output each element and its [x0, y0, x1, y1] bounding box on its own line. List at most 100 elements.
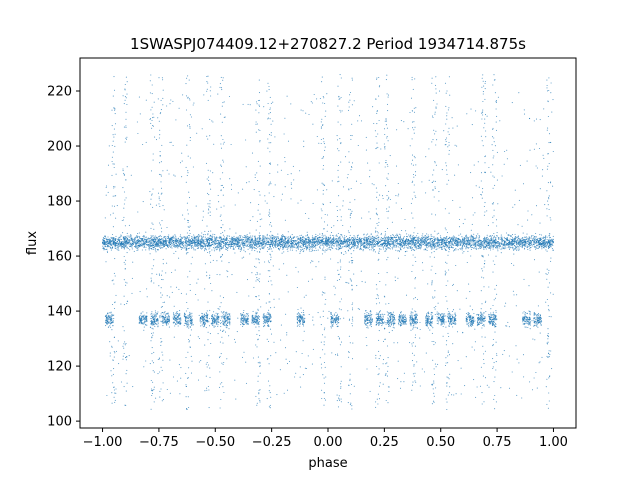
data-point — [508, 242, 510, 244]
data-point — [459, 244, 462, 246]
data-point — [168, 234, 170, 236]
data-point — [332, 242, 334, 245]
data-point — [456, 245, 459, 247]
data-point — [417, 242, 420, 244]
data-point — [335, 238, 337, 240]
data-point — [219, 237, 221, 239]
data-point — [222, 238, 224, 240]
data-point — [275, 239, 277, 241]
data-point — [142, 235, 144, 238]
data-point — [508, 245, 510, 247]
data-point — [478, 237, 480, 239]
data-point — [200, 238, 202, 241]
data-point — [254, 240, 256, 242]
data-point — [427, 246, 429, 248]
data-point — [382, 248, 384, 250]
data-point — [489, 242, 491, 244]
data-point — [509, 247, 511, 249]
data-point — [406, 242, 408, 244]
data-point — [540, 234, 543, 236]
data-point — [433, 236, 435, 238]
data-point — [188, 247, 190, 249]
data-point — [448, 248, 451, 251]
data-point — [314, 236, 316, 238]
data-point — [429, 246, 431, 248]
data-point — [324, 238, 326, 240]
data-point — [188, 237, 190, 239]
data-point — [121, 245, 123, 247]
data-point — [299, 251, 301, 253]
data-point — [267, 237, 269, 239]
data-point — [112, 242, 114, 244]
data-point — [521, 247, 523, 249]
data-point — [406, 250, 408, 252]
data-point — [232, 239, 234, 241]
data-point — [388, 238, 390, 240]
data-point — [399, 248, 402, 250]
data-point — [390, 240, 392, 242]
data-point — [316, 241, 318, 243]
data-point — [500, 248, 502, 250]
data-point — [469, 246, 472, 248]
data-point — [399, 236, 401, 238]
data-point — [276, 240, 278, 243]
data-point — [262, 236, 264, 238]
data-point — [153, 248, 155, 251]
data-point — [467, 247, 469, 249]
data-point — [456, 244, 458, 246]
data-point — [495, 243, 497, 245]
data-point — [128, 236, 130, 238]
data-point — [266, 240, 268, 242]
data-point — [117, 249, 119, 251]
data-point — [501, 246, 503, 248]
data-point — [354, 236, 356, 238]
data-point — [460, 243, 462, 245]
data-point — [152, 242, 154, 244]
data-point — [529, 244, 531, 246]
data-point — [455, 237, 457, 239]
data-point — [194, 237, 196, 239]
data-point — [259, 248, 261, 250]
data-point — [457, 249, 459, 251]
data-point — [414, 243, 417, 246]
data-point — [534, 238, 536, 240]
data-point — [220, 236, 222, 238]
data-point — [503, 248, 505, 250]
data-point — [292, 244, 294, 246]
data-point — [113, 237, 115, 239]
data-point — [197, 236, 199, 238]
data-point — [240, 235, 242, 237]
data-point — [153, 246, 156, 248]
data-point — [359, 239, 361, 241]
data-point — [212, 246, 214, 249]
data-point — [353, 250, 355, 252]
data-point — [361, 244, 363, 246]
data-point — [522, 236, 524, 239]
data-point — [391, 241, 393, 243]
data-point — [175, 245, 177, 247]
data-point — [533, 241, 535, 243]
data-point — [325, 237, 328, 239]
data-point — [306, 231, 308, 233]
data-point — [518, 246, 520, 248]
data-point — [251, 240, 253, 242]
data-point — [428, 238, 430, 240]
data-point — [244, 238, 246, 240]
data-point — [544, 242, 546, 244]
data-point — [342, 241, 344, 243]
data-point — [148, 243, 150, 246]
data-point — [167, 240, 169, 242]
data-point — [294, 246, 296, 248]
data-point — [112, 239, 114, 241]
data-point — [213, 248, 215, 250]
data-point — [216, 241, 218, 243]
data-point — [337, 249, 339, 251]
data-point — [403, 247, 405, 249]
data-point — [200, 235, 202, 237]
data-point — [258, 234, 260, 236]
data-point — [431, 252, 433, 254]
data-point — [117, 243, 119, 245]
data-point — [190, 236, 193, 238]
data-point — [392, 239, 394, 241]
data-point — [299, 246, 301, 248]
